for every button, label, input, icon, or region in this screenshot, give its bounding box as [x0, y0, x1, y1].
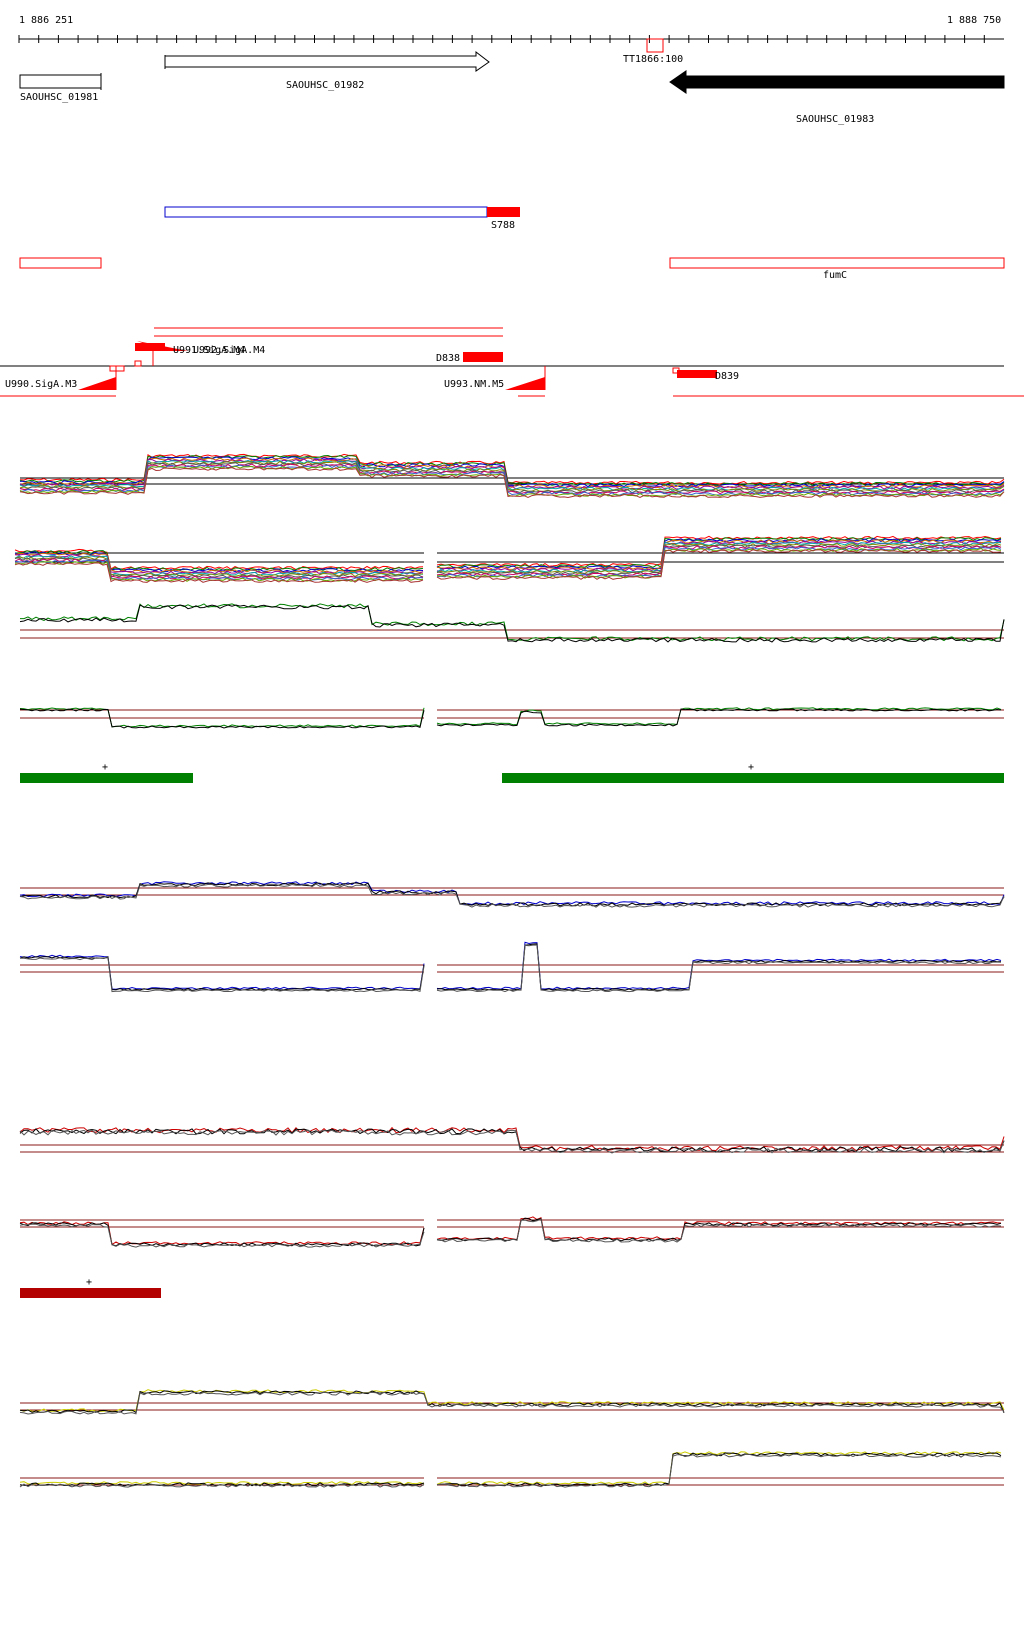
- track-all-conditions-right: [436, 535, 1004, 580]
- operon-fumc[interactable]: [669, 257, 1005, 269]
- track-yellow-right: [436, 1451, 1004, 1488]
- track-red-right: [436, 1216, 1004, 1243]
- track-all-conditions-full: [19, 453, 1005, 499]
- track-blue-left: [19, 954, 425, 993]
- operon-track: fumC: [19, 257, 1005, 281]
- track-yellow-full: [19, 1389, 1005, 1415]
- terminator-label: TT1866:100: [623, 54, 683, 65]
- segment-marker-u993[interactable]: [505, 377, 545, 390]
- green-plus-mark-right: +: [748, 762, 754, 773]
- ruler-ticks: [18, 35, 985, 43]
- segment-track: U990.SigA.M3 U991.SigA.M4 U992.SigA.M4 D…: [0, 327, 1024, 397]
- coordinate-ruler: 1 886 251 1 888 750: [18, 15, 1004, 43]
- green-plus-mark-left: +: [102, 762, 108, 773]
- track-green-right: [436, 707, 1004, 727]
- track-green-left: [19, 707, 425, 729]
- red-plus-mark: +: [86, 1277, 92, 1288]
- red-bar-left[interactable]: [20, 1288, 161, 1298]
- track-all-conditions-left: [14, 548, 424, 583]
- gene-track: SAOUHSC_01981 SAOUHSC_01982 TT1866:100 S…: [19, 38, 1005, 125]
- gene-saouhsc-01982[interactable]: [164, 50, 490, 72]
- segment-d839[interactable]: [677, 370, 717, 378]
- start-coordinate: 1 886 251: [19, 15, 73, 26]
- gene-label-saouhsc-01983: SAOUHSC_01983: [796, 114, 874, 125]
- gene-saouhsc-01981[interactable]: [19, 74, 102, 89]
- terminator-marker[interactable]: [646, 38, 664, 53]
- srna-s788[interactable]: [487, 207, 520, 217]
- track-yellow-left: [19, 1477, 425, 1488]
- srna-box[interactable]: [164, 206, 488, 218]
- track-red-full: [19, 1126, 1005, 1154]
- segment-d838[interactable]: [463, 352, 503, 362]
- end-coordinate: 1 888 750: [947, 15, 1001, 26]
- segment-label-u990: U990.SigA.M3: [5, 379, 77, 390]
- segment-label-d838: D838: [436, 353, 460, 364]
- segment-marker-u990[interactable]: [78, 377, 116, 390]
- segment-label-u991: U991.SigA.M4: [173, 345, 245, 356]
- red-significance-bars: +: [20, 1277, 161, 1298]
- srna-track: S788: [164, 206, 520, 231]
- operon-left[interactable]: [19, 257, 102, 269]
- srna-label: S788: [491, 220, 515, 231]
- segment-label-u992: U992.SigA.M4: [193, 345, 265, 356]
- track-green-full: [19, 603, 1005, 643]
- track-blue-full: [19, 881, 1005, 908]
- gene-label-saouhsc-01982: SAOUHSC_01982: [286, 80, 364, 91]
- green-significance-bars: + +: [20, 762, 1004, 783]
- expression-tracks: + ++: [14, 453, 1005, 1488]
- track-blue-right: [436, 941, 1004, 993]
- segment-label-d839: D839: [715, 371, 739, 382]
- green-bar-right[interactable]: [502, 773, 1004, 783]
- segment-label-u993: U993.NM.M5: [444, 379, 504, 390]
- operon-label-fumc: fumC: [823, 270, 847, 281]
- green-bar-left[interactable]: [20, 773, 193, 783]
- gene-saouhsc-01983[interactable]: [669, 70, 1005, 94]
- track-red-left: [19, 1219, 425, 1248]
- gene-label-saouhsc-01981: SAOUHSC_01981: [20, 92, 98, 103]
